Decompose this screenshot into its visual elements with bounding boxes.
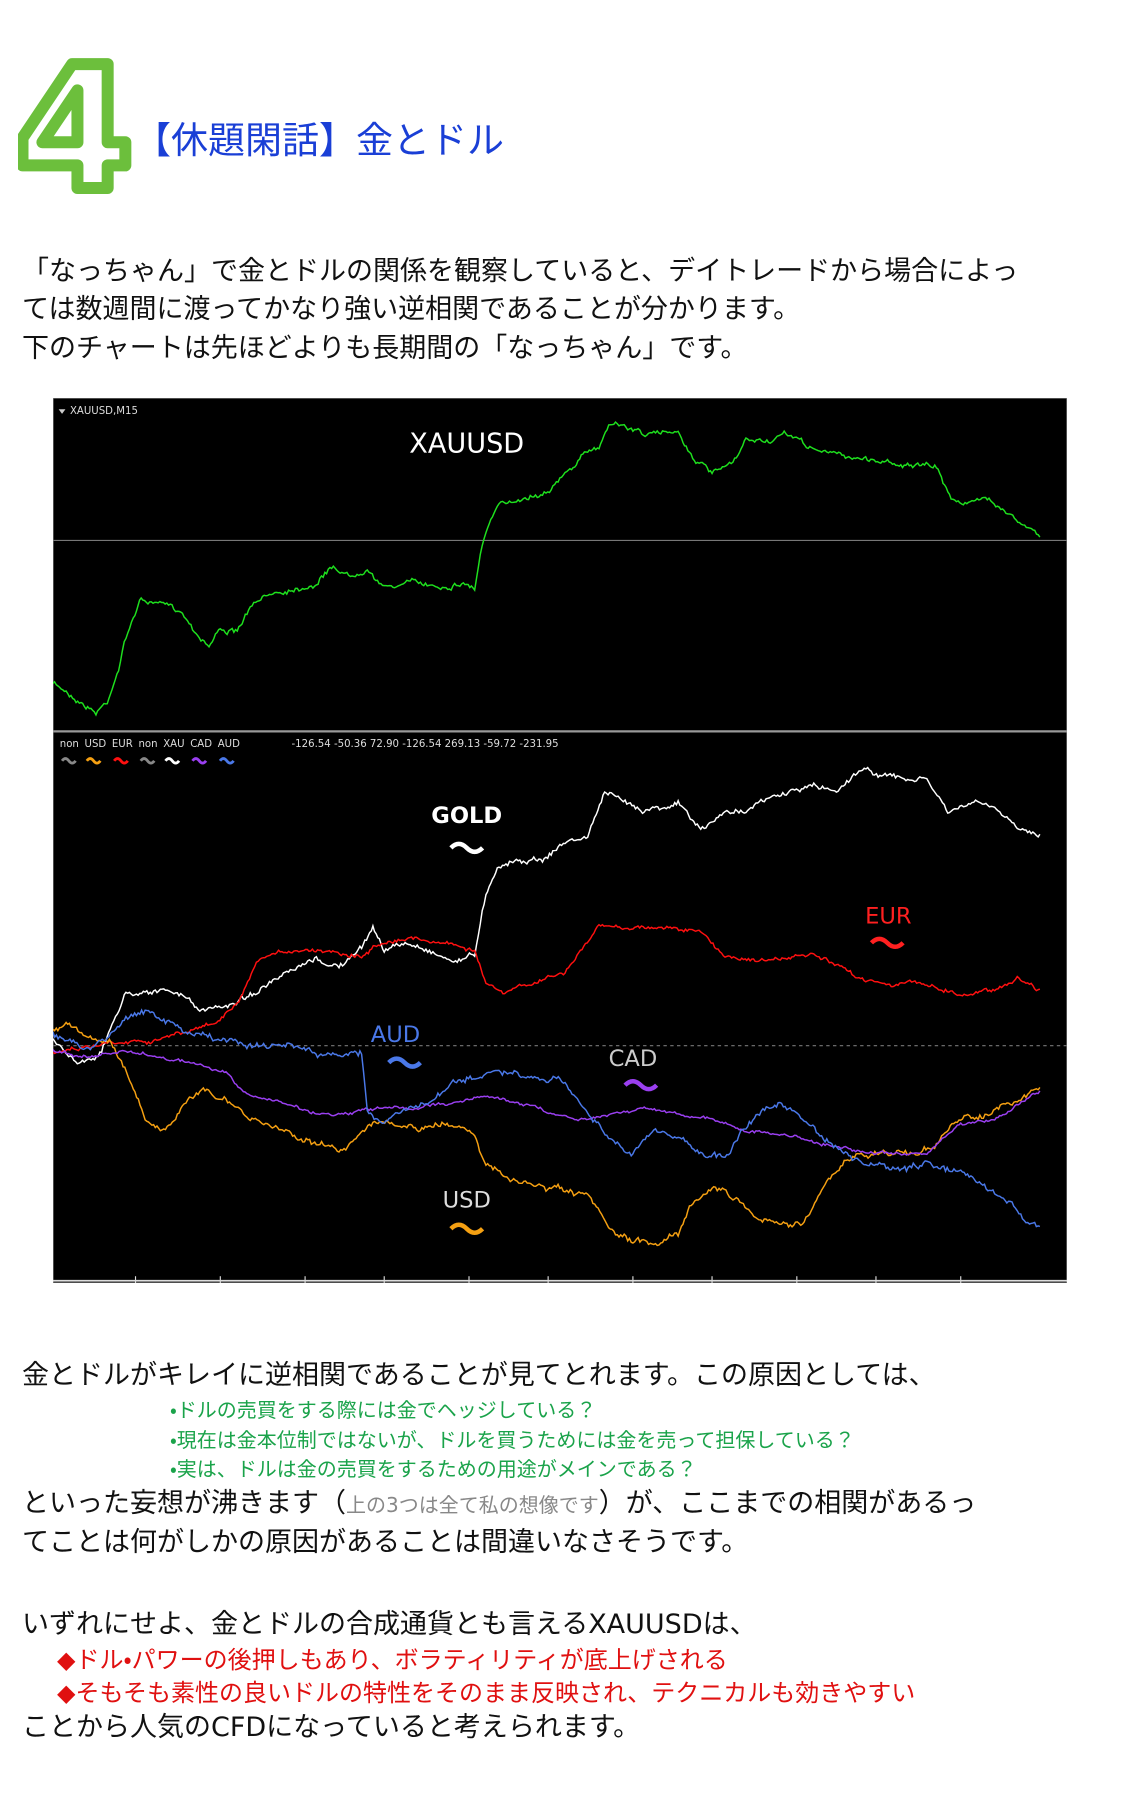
symbol-label: XAUUSD,M15 bbox=[70, 406, 138, 417]
section-number: 4 bbox=[18, 46, 138, 206]
usd-line bbox=[53, 1021, 1041, 1247]
body-line: いずれにせよ、金とドルの合成通貨とも言えるXAUUSDは、 bbox=[22, 1609, 757, 1640]
section-title: 【休題閑話】金とドル bbox=[134, 119, 504, 162]
reason: ・ドルの売買をする際には金でヘッジしている？ bbox=[170, 1398, 597, 1422]
text: といった妄想が沸きます（ bbox=[22, 1488, 346, 1519]
body-line: 金とドルがキレイに逆相関であることが見てとれます。この原因としては、 bbox=[22, 1360, 936, 1391]
note: 上の3つは全て私の想像です bbox=[346, 1493, 599, 1517]
intro-line: 下のチャートは先ほどよりも長期間の「なっちゃん」です。 bbox=[22, 333, 748, 364]
reason: ・実は、ドルは金の売買をするための用途がメインである？ bbox=[170, 1457, 697, 1481]
legend-entry: USD bbox=[85, 739, 107, 750]
legend-squiggle bbox=[60, 757, 77, 765]
legend-entry: CAD bbox=[190, 739, 212, 750]
point: ◆そもそも素性の良いドルの特性をそのまま反映され、テクニカルも効きやすい bbox=[57, 1679, 916, 1707]
section-number-text: 4 bbox=[18, 46, 133, 206]
main-label: XAUUSD bbox=[409, 428, 524, 459]
line-label: AUD bbox=[371, 1022, 420, 1048]
cad-line bbox=[53, 1049, 1041, 1156]
label-squiggle bbox=[387, 1056, 422, 1069]
legend-entry: non bbox=[138, 739, 157, 750]
line-label: GOLD bbox=[431, 803, 502, 829]
collapse-arrow bbox=[58, 409, 66, 414]
body-line: といった妄想が沸きます（上の3つは全て私の想像です）が、ここまでの相関があるっ bbox=[22, 1490, 976, 1517]
line-label: USD bbox=[443, 1187, 491, 1213]
legend-squiggle bbox=[164, 757, 181, 765]
indicator-legend: non USD EUR non XAU CAD AUD bbox=[60, 739, 240, 765]
legend-entry: EUR bbox=[112, 739, 133, 750]
legend-entry: non bbox=[60, 739, 79, 750]
eur-line bbox=[53, 923, 1041, 1055]
legend-entry: XAU bbox=[163, 739, 184, 750]
point: ◆ドル・パワーの後押しもあり、ボラティリティが底上げされる bbox=[57, 1646, 728, 1674]
body-line: ことから人気のCFDになっていると考えられます。 bbox=[22, 1712, 641, 1743]
label-squiggle bbox=[869, 936, 905, 949]
chart-screenshot: XAUUSD,M15 XAUUSD non USD EUR non XAU CAD AUD … bbox=[53, 398, 1067, 1283]
price-line bbox=[53, 420, 1041, 717]
line-label: EUR bbox=[865, 904, 912, 930]
legend-entry: AUD bbox=[218, 739, 240, 750]
text: ）が、ここまでの相関があるっ bbox=[598, 1488, 977, 1519]
aud-line bbox=[53, 1008, 1041, 1228]
body-line: てことは何がしかの原因があることは間違いなさそうです。 bbox=[22, 1527, 749, 1558]
intro-line: 「なっちゃん」で金とドルの関係を観察していると、デイトレードから場合によっ bbox=[22, 256, 1019, 287]
reason: ・現在は金本位制ではないが、ドルを買うためには金を売って担保している？ bbox=[170, 1428, 855, 1452]
time-ticks bbox=[134, 1276, 962, 1283]
legend-squiggle bbox=[139, 757, 156, 765]
chart-background bbox=[53, 398, 1067, 1283]
label-squiggle bbox=[623, 1079, 659, 1092]
legend-squiggle bbox=[218, 757, 235, 765]
intro-line: ては数週間に渡ってかなり強い逆相関であることが分かります。 bbox=[22, 294, 801, 325]
line-label: CAD bbox=[609, 1046, 658, 1072]
label-squiggle bbox=[449, 1222, 485, 1235]
legend-squiggle bbox=[85, 757, 102, 765]
legend-squiggle bbox=[113, 757, 129, 765]
legend-squiggle bbox=[191, 757, 208, 765]
indicator-values: -126.54 -50.36 72.90 -126.54 269.13 -59.… bbox=[292, 739, 559, 750]
gold-line bbox=[53, 766, 1041, 1065]
label-squiggle bbox=[449, 841, 485, 855]
